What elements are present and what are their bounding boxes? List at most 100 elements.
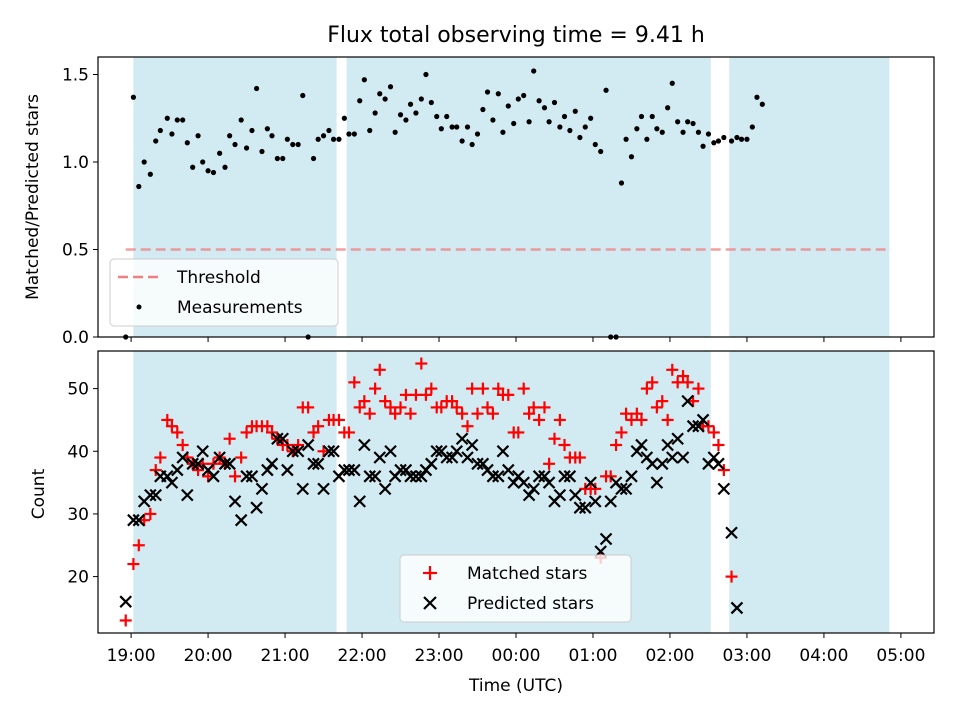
predicted-star-point	[186, 457, 199, 471]
measurement-point	[205, 168, 211, 174]
measurement-point	[330, 136, 337, 142]
measurement-point	[474, 131, 481, 137]
measurement-point	[264, 126, 270, 132]
matched-star-point	[192, 464, 205, 477]
matched-star-point	[312, 420, 325, 433]
matched-star-point	[725, 570, 738, 583]
measurement-point	[541, 105, 548, 111]
measurement-point	[180, 117, 186, 123]
predicted-star-point	[348, 463, 361, 477]
measurement-point	[659, 129, 665, 135]
bottom-y-axis-label: Count	[29, 468, 49, 519]
predicted-star-point	[604, 495, 617, 508]
measurement-point	[136, 183, 142, 190]
observing-window-top-2	[346, 57, 711, 337]
predicted-star-point	[342, 463, 356, 477]
xtick-label: 05:00	[876, 646, 925, 666]
legend-matched-swatch	[423, 566, 437, 580]
matched-star-point	[415, 357, 428, 370]
measurement-point	[326, 127, 332, 134]
matched-star-point	[332, 413, 345, 426]
measurement-point	[592, 141, 598, 148]
predicted-star-point	[532, 470, 546, 483]
predicted-star-point	[625, 470, 638, 483]
matched-star-point	[666, 363, 679, 376]
matched-star-point	[281, 439, 294, 451]
measurement-point	[449, 124, 455, 130]
bottom-y-ticks: 20 30 40 50	[67, 380, 98, 588]
predicted-star-point	[311, 457, 325, 471]
measurement-point	[749, 124, 755, 130]
matched-star-point	[292, 439, 305, 451]
predicted-star-point	[725, 526, 738, 540]
matched-star-point	[373, 363, 386, 376]
predicted-star-point	[661, 438, 674, 452]
predicted-star-point	[717, 482, 731, 496]
measurement-point	[675, 119, 681, 125]
measurement-point	[157, 127, 163, 134]
predicted-star-point	[712, 457, 725, 471]
matched-star-point	[517, 382, 530, 395]
matched-star-point	[235, 451, 248, 464]
predicted-star-point	[563, 470, 577, 483]
predicted-star-point	[281, 463, 294, 477]
measurement-point	[361, 77, 367, 83]
measurement-point	[438, 126, 444, 132]
measurement-point	[310, 155, 317, 162]
measurement-point	[754, 94, 760, 100]
matched-star-point	[533, 413, 546, 426]
xtick-label: 23:00	[415, 646, 464, 666]
predicted-star-point	[440, 451, 453, 464]
matched-star-point	[261, 420, 274, 433]
measurement-point	[403, 117, 409, 123]
predicted-star-point	[707, 451, 721, 464]
xtick-label: 21:00	[261, 646, 310, 666]
matched-star-point	[171, 426, 184, 439]
predicted-star-point	[176, 451, 189, 464]
xtick-label: 04:00	[799, 646, 848, 666]
measurement-point	[690, 120, 696, 127]
matched-star-point	[127, 558, 140, 571]
predicted-star-point	[338, 463, 351, 477]
measurement-point	[588, 115, 594, 121]
measurement-point	[413, 110, 419, 116]
matched-star-point	[481, 401, 494, 414]
predicted-star-point	[507, 476, 520, 489]
top-y-axis-label: Matched/Predicted stars	[23, 94, 43, 300]
matched-star-point	[399, 388, 412, 401]
matched-star-point	[692, 382, 705, 395]
legend-measurement-label: Measurements	[177, 298, 303, 318]
matched-star-point	[646, 376, 659, 389]
predicted-star-point	[301, 438, 315, 452]
measurement-point	[249, 127, 255, 134]
measurement-point	[505, 103, 511, 109]
matched-star-point	[229, 470, 242, 483]
predicted-star-point	[619, 482, 633, 496]
predicted-star-point	[132, 513, 146, 527]
matched-star-point	[553, 413, 566, 426]
predicted-star-point	[353, 495, 367, 508]
matched-star-point	[712, 439, 725, 451]
matched-star-point	[492, 382, 505, 395]
measurement-point	[572, 108, 578, 114]
matched-star-point	[471, 407, 484, 420]
predicted-star-point	[394, 463, 407, 477]
predicted-star-point	[635, 438, 648, 452]
measurement-point	[397, 112, 404, 118]
predicted-star-point	[517, 476, 530, 489]
measurement-point	[526, 119, 532, 125]
matched-star-point	[165, 420, 178, 433]
measurement-point	[217, 150, 223, 156]
predicted-star-point	[676, 451, 690, 464]
measurement-point	[649, 113, 655, 120]
measurement-point	[634, 126, 640, 132]
legend-measurement-swatch	[136, 304, 142, 310]
matched-star-point	[161, 413, 174, 426]
measurement-point	[153, 138, 159, 144]
predicted-star-point	[681, 394, 694, 408]
predicted-star-point	[599, 532, 613, 546]
predicted-star-point	[296, 482, 310, 496]
matched-star-point	[486, 407, 499, 420]
predicted-star-point	[665, 451, 679, 464]
predicted-star-point	[445, 451, 459, 464]
